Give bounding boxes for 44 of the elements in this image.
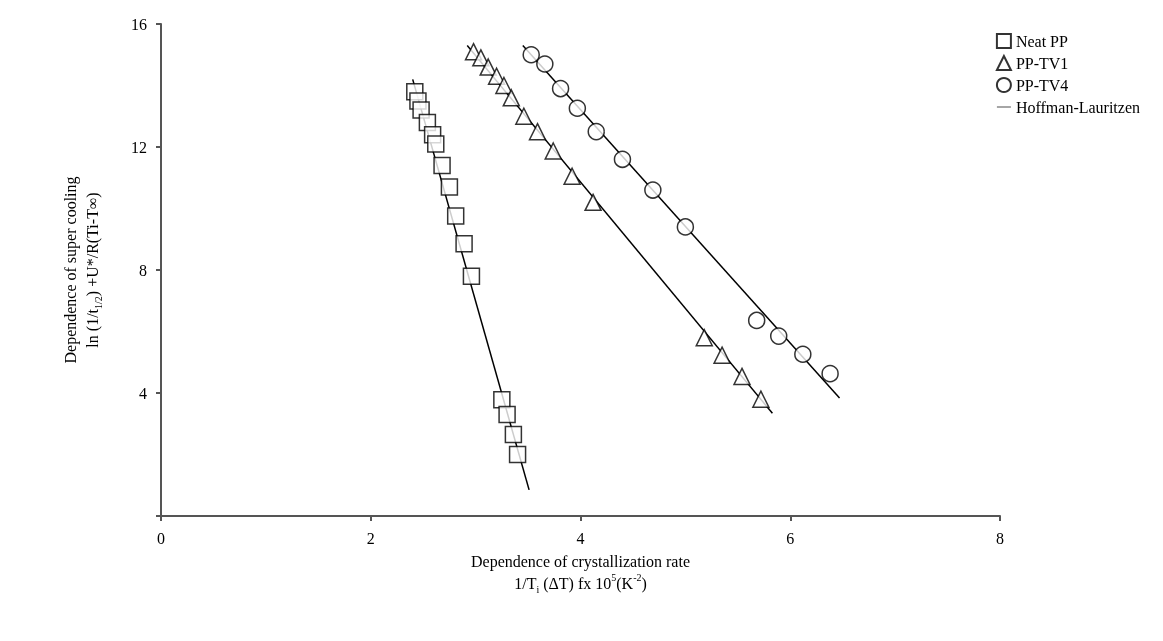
point xyxy=(794,345,812,363)
point xyxy=(752,390,770,408)
point xyxy=(508,445,527,464)
point xyxy=(587,122,605,141)
x-tick-label: 2 xyxy=(366,529,375,547)
point xyxy=(522,46,540,64)
point xyxy=(733,367,751,386)
point xyxy=(427,135,445,153)
x-tick-label: 6 xyxy=(786,529,795,547)
y-tick-label: 4 xyxy=(139,384,147,402)
x-tick-label: 0 xyxy=(157,529,165,547)
point xyxy=(433,156,451,175)
legend-label: PP-TV1 xyxy=(1015,54,1069,72)
point xyxy=(446,207,465,225)
point xyxy=(747,311,766,330)
point xyxy=(502,89,521,107)
point xyxy=(504,425,523,444)
point xyxy=(528,122,547,141)
x-tick-label: 8 xyxy=(996,529,1004,547)
point xyxy=(462,267,481,285)
x-tick-label: 4 xyxy=(576,529,585,547)
point xyxy=(676,218,695,236)
point xyxy=(515,107,533,125)
point xyxy=(551,79,570,98)
point xyxy=(498,405,516,424)
point xyxy=(495,76,513,95)
point xyxy=(613,150,632,169)
point xyxy=(536,55,554,73)
legend-label: Hoffman-Lauritzen xyxy=(1015,98,1140,116)
legend-label: PP-TV4 xyxy=(1015,76,1069,94)
point xyxy=(769,327,788,345)
point xyxy=(713,346,731,364)
point xyxy=(544,142,562,160)
point xyxy=(493,391,511,409)
point xyxy=(821,364,839,383)
y-tick-label: 12 xyxy=(131,138,147,156)
point xyxy=(479,58,497,76)
y-tick-label: 16 xyxy=(131,15,147,33)
y-tick-label: 8 xyxy=(139,261,147,279)
point xyxy=(644,181,662,199)
legend-label: Neat PP xyxy=(1015,32,1069,50)
point xyxy=(455,235,473,253)
point xyxy=(568,99,587,117)
point xyxy=(440,178,459,196)
